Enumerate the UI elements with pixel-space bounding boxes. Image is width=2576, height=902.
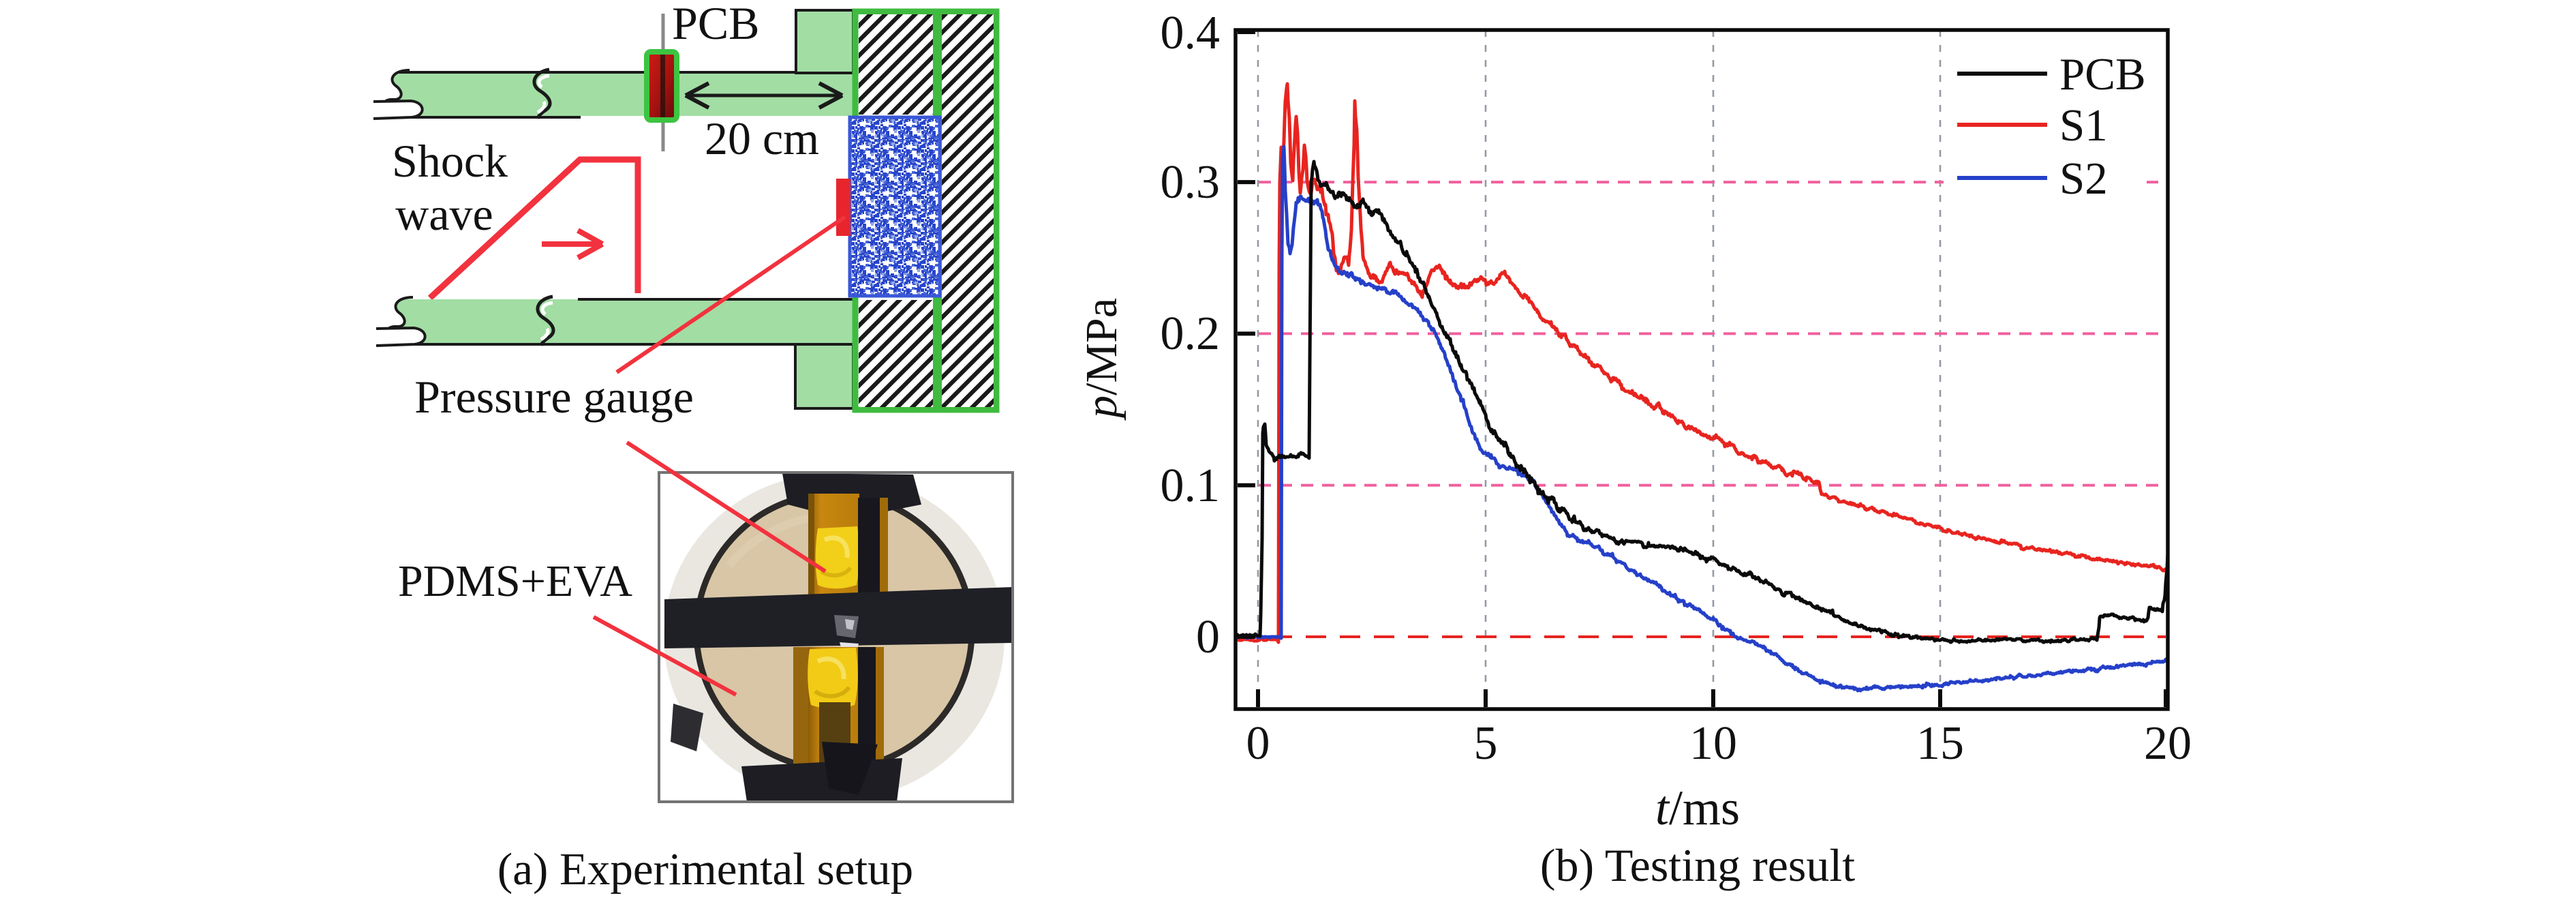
svg-text:S2: S2 xyxy=(2059,153,2108,204)
svg-text:PDMS+EVA: PDMS+EVA xyxy=(398,556,632,606)
svg-text:t/ms: t/ms xyxy=(1655,781,1740,835)
svg-text:20: 20 xyxy=(2144,717,2192,770)
svg-text:wave: wave xyxy=(395,188,493,240)
svg-text:0: 0 xyxy=(1196,611,1220,663)
svg-text:10: 10 xyxy=(1689,717,1737,770)
svg-text:S1: S1 xyxy=(2059,100,2108,151)
svg-text:Pressure gauge: Pressure gauge xyxy=(414,371,694,423)
svg-text:PCB: PCB xyxy=(672,0,760,49)
svg-text:PCB: PCB xyxy=(2059,49,2146,100)
svg-text:20 cm: 20 cm xyxy=(705,112,819,164)
svg-text:Shock: Shock xyxy=(392,135,508,187)
svg-text:0.2: 0.2 xyxy=(1161,307,1221,360)
svg-text:0.4: 0.4 xyxy=(1161,7,1221,59)
svg-text:0.1: 0.1 xyxy=(1161,460,1221,512)
svg-text:p/MPa: p/MPa xyxy=(1077,298,1126,421)
svg-text:0.3: 0.3 xyxy=(1161,156,1221,209)
svg-text:0: 0 xyxy=(1246,717,1270,770)
svg-text:(a) Experimental setup: (a) Experimental setup xyxy=(497,844,913,895)
svg-text:(b) Testing result: (b) Testing result xyxy=(1540,839,1855,891)
svg-text:15: 15 xyxy=(1916,717,1964,770)
svg-text:5: 5 xyxy=(1474,717,1498,770)
